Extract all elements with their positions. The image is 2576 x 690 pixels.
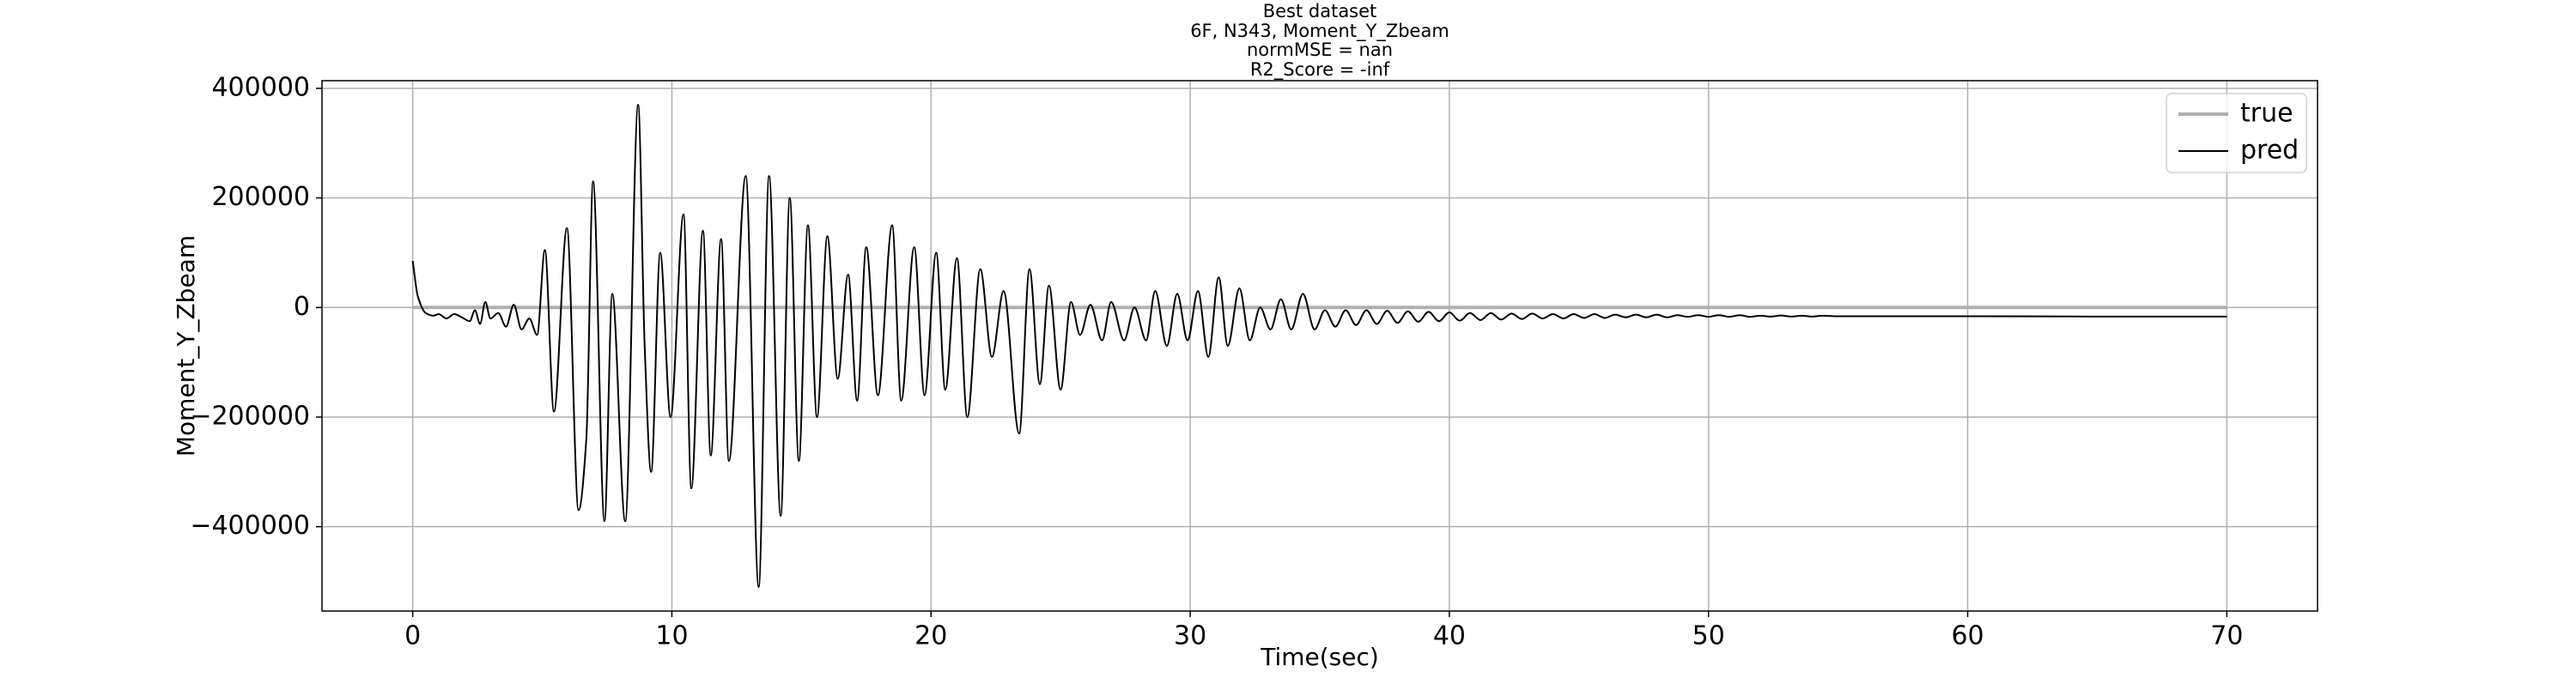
y-tick-label: −400000: [190, 511, 310, 541]
y-axis-label: Moment_Y_Zbeam: [172, 235, 200, 457]
legend-label: true: [2240, 99, 2293, 129]
x-tick-label: 10: [655, 621, 688, 651]
plot-frame: [321, 80, 2318, 612]
x-tick-label: 0: [404, 621, 421, 651]
chart-subtitle: normMSE = nan: [1247, 39, 1393, 60]
y-tick-label: 400000: [211, 72, 310, 102]
x-tick-label: 60: [1951, 621, 1984, 651]
x-axis-label: Time(sec): [1260, 643, 1379, 671]
y-tick-label: 200000: [211, 182, 310, 212]
x-tick-label: 70: [2210, 621, 2243, 651]
legend-label: pred: [2240, 136, 2299, 166]
x-tick-label: 20: [914, 621, 947, 651]
y-tick-label: 0: [294, 292, 310, 322]
chart-subtitle: 6F, N343, Moment_Y_Zbeam: [1190, 21, 1449, 42]
x-tick-label: 30: [1174, 621, 1206, 651]
data-line: [411, 104, 2227, 588]
chart-title: Best dataset: [1263, 1, 1377, 21]
x-tick-label: 50: [1692, 621, 1725, 651]
chart-subtitle: R2_Score = -inf: [1250, 59, 1390, 81]
x-tick-label: 40: [1433, 621, 1466, 651]
y-tick-label: −200000: [190, 401, 310, 431]
